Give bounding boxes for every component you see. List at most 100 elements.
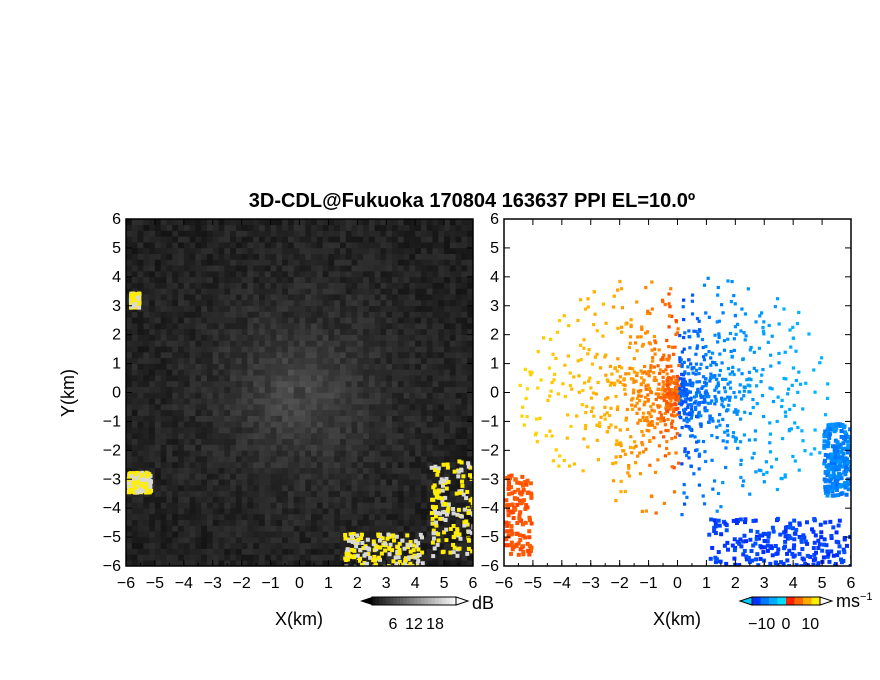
reflectivity-cell: [311, 271, 318, 278]
reflectivity-cell: [444, 276, 451, 283]
reflectivity-cell: [467, 502, 473, 509]
velocity-gate: [757, 346, 761, 350]
reflectivity-cell: [270, 323, 277, 330]
reflectivity-cell: [259, 334, 266, 341]
reflectivity-cell: [311, 380, 318, 388]
reflectivity-cell: [345, 242, 352, 249]
reflectivity-cell: [189, 560, 196, 566]
velocity-gate: [672, 375, 676, 379]
reflectivity-cell: [149, 334, 156, 341]
reflectivity-cell: [230, 271, 237, 278]
reflectivity-cell: [235, 219, 242, 226]
reflectivity-cell: [253, 513, 260, 521]
reflectivity-cell: [149, 432, 156, 440]
reflectivity-cell: [455, 409, 462, 416]
velocity-gate: [524, 396, 528, 401]
reflectivity-cell: [299, 513, 306, 521]
velocity-gate: [639, 335, 643, 339]
reflectivity-echo-clutter-se: [431, 497, 436, 502]
reflectivity-cell: [449, 386, 456, 393]
reflectivity-cell: [235, 386, 242, 393]
reflectivity-cell: [357, 230, 364, 237]
reflectivity-cell: [212, 531, 219, 538]
reflectivity-cell: [160, 259, 167, 266]
reflectivity-cell: [334, 531, 341, 538]
reflectivity-echo-clutter-south: [364, 545, 369, 550]
reflectivity-cell: [415, 415, 422, 422]
reflectivity-cell: [409, 340, 416, 347]
velocity-gate: [732, 294, 736, 298]
reflectivity-cell: [259, 554, 266, 561]
reflectivity-cell: [264, 461, 271, 468]
reflectivity-cell: [189, 352, 196, 359]
reflectivity-cell: [178, 346, 185, 353]
velocity-gate: [629, 435, 633, 439]
reflectivity-echo-clutter-nw: [136, 295, 141, 300]
reflectivity-cell: [189, 496, 196, 503]
reflectivity-cell: [449, 340, 456, 347]
reflectivity-cell: [432, 415, 439, 422]
x-tick-label: −2: [233, 575, 251, 592]
velocity-gate: [661, 416, 666, 420]
reflectivity-cell: [183, 415, 190, 422]
reflectivity-cell: [183, 334, 190, 341]
reflectivity-cell: [230, 548, 237, 555]
velocity-gate: [644, 384, 648, 388]
reflectivity-cell: [282, 421, 289, 428]
reflectivity-echo-clutter-se: [433, 505, 438, 510]
reflectivity-cell: [363, 467, 370, 474]
reflectivity-echo-clutter-se: [466, 510, 471, 515]
reflectivity-cell: [259, 438, 266, 445]
reflectivity-cell: [189, 294, 196, 301]
reflectivity-cell: [455, 519, 462, 526]
reflectivity-cell: [461, 230, 468, 237]
reflectivity-cell: [264, 409, 271, 416]
reflectivity-cell: [311, 513, 318, 521]
reflectivity-cell: [287, 508, 295, 515]
reflectivity-cell: [160, 323, 167, 330]
reflectivity-cell: [201, 236, 208, 243]
reflectivity-cell: [282, 548, 289, 555]
reflectivity-cell: [137, 456, 144, 463]
velocity-gate: [612, 381, 617, 385]
reflectivity-cell: [183, 467, 190, 474]
reflectivity-cell: [143, 357, 150, 364]
reflectivity-cell: [241, 375, 248, 382]
reflectivity-cell: [380, 230, 387, 237]
reflectivity-echo-clutter-nw: [129, 304, 134, 309]
reflectivity-echo-clutter-se: [445, 510, 450, 515]
reflectivity-cell: [449, 299, 456, 307]
reflectivity-cell: [334, 467, 341, 474]
reflectivity-cell: [299, 473, 306, 480]
reflectivity-cell: [235, 537, 242, 544]
reflectivity-cell: [230, 282, 237, 289]
reflectivity-cell: [311, 346, 318, 353]
reflectivity-cell: [282, 473, 289, 480]
reflectivity-cell: [339, 467, 347, 474]
reflectivity-cell: [282, 461, 289, 468]
reflectivity-echo-clutter-south: [366, 552, 371, 557]
velocity-gate: [666, 429, 670, 433]
reflectivity-cell: [357, 265, 364, 272]
reflectivity-cell: [253, 334, 260, 341]
reflectivity-cell: [212, 461, 219, 468]
reflectivity-cell: [357, 473, 364, 480]
reflectivity-cell: [449, 323, 456, 330]
reflectivity-cell: [172, 375, 179, 382]
reflectivity-echo-clutter-south: [388, 542, 393, 547]
reflectivity-cell: [351, 363, 358, 370]
reflectivity-cell: [449, 432, 456, 440]
reflectivity-cell: [270, 346, 277, 353]
reflectivity-cell: [368, 369, 375, 376]
velocity-gate: [637, 394, 641, 398]
reflectivity-cell: [420, 357, 428, 364]
reflectivity-cell: [403, 432, 410, 440]
reflectivity-cell: [253, 502, 260, 509]
reflectivity-cell: [137, 409, 144, 416]
reflectivity-cell: [189, 548, 196, 555]
reflectivity-cell: [345, 456, 352, 463]
reflectivity-cell: [409, 456, 416, 463]
reflectivity-cell: [351, 513, 358, 521]
reflectivity-cell: [241, 502, 248, 509]
velocity-gate: [708, 417, 712, 421]
